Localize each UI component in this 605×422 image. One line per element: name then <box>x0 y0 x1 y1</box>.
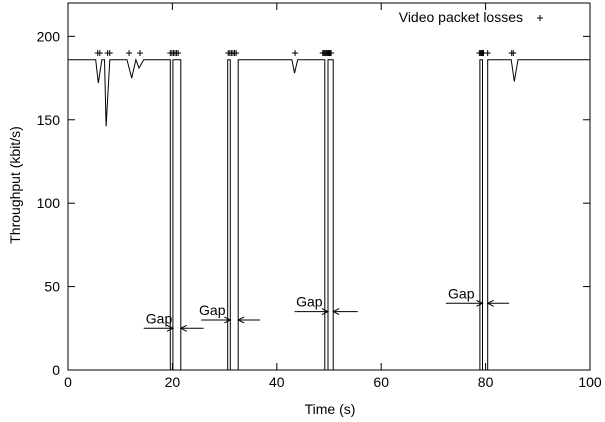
throughput-line <box>68 57 590 371</box>
gap-arrow-left <box>294 308 330 316</box>
x-tick-label: 100 <box>578 374 602 390</box>
legend-label: Video packet losses <box>399 9 523 25</box>
y-tick-label: 50 <box>44 279 60 295</box>
x-tick-label: 20 <box>165 374 181 390</box>
packet-loss-marker <box>106 50 113 57</box>
gap-label: Gap <box>199 302 226 318</box>
gap-label: Gap <box>146 310 173 326</box>
series-layer <box>68 50 590 371</box>
packet-loss-marker <box>292 50 299 57</box>
gap-arrow-right <box>332 308 358 316</box>
arrow-head <box>321 308 330 316</box>
gap-arrow-right <box>179 324 204 332</box>
gap-arrow-left <box>143 324 175 332</box>
y-tick-label: 100 <box>37 195 61 211</box>
packet-loss-marker <box>328 50 335 57</box>
gap-label: Gap <box>448 285 475 301</box>
gap-arrow-left <box>201 316 232 324</box>
packet-loss-markers <box>94 50 517 57</box>
x-tick-label: 40 <box>269 374 285 390</box>
y-tick-label: 200 <box>37 28 61 44</box>
packet-loss-marker <box>137 50 144 57</box>
packet-loss-marker <box>175 50 182 57</box>
arrow-head <box>476 299 484 307</box>
annotations: Gap Gap Gap Gap <box>143 285 510 332</box>
packet-loss-marker <box>126 50 133 57</box>
ticks: 0 20 40 60 80 100 0 50 100 150 200 <box>37 3 602 390</box>
packet-loss-marker <box>484 50 491 57</box>
y-tick-label: 150 <box>37 112 61 128</box>
x-tick-label: 0 <box>64 374 72 390</box>
arrow-head <box>224 316 232 324</box>
x-tick-label: 80 <box>478 374 494 390</box>
x-tick-label: 60 <box>373 374 389 390</box>
arrow-head <box>486 299 494 307</box>
packet-loss-marker <box>96 50 103 57</box>
packet-loss-marker <box>233 50 240 57</box>
gap-arrow-right <box>237 316 261 324</box>
y-axis-title: Throughput (kbit/s) <box>7 126 23 244</box>
packet-loss-marker <box>510 50 517 57</box>
x-axis-title: Time (s) <box>305 401 356 417</box>
arrow-head <box>332 308 340 316</box>
gap-arrow-right <box>486 299 510 307</box>
legend: Video packet losses <box>399 9 543 25</box>
plot-frame <box>67 2 591 371</box>
arrow-head <box>179 324 187 332</box>
gap-arrow-left <box>445 299 484 307</box>
gap-label: Gap <box>296 294 323 310</box>
arrow-head <box>166 324 175 332</box>
arrow-head <box>237 316 245 324</box>
axes <box>67 2 591 371</box>
y-tick-label: 0 <box>52 362 60 378</box>
legend-marker <box>537 15 543 21</box>
